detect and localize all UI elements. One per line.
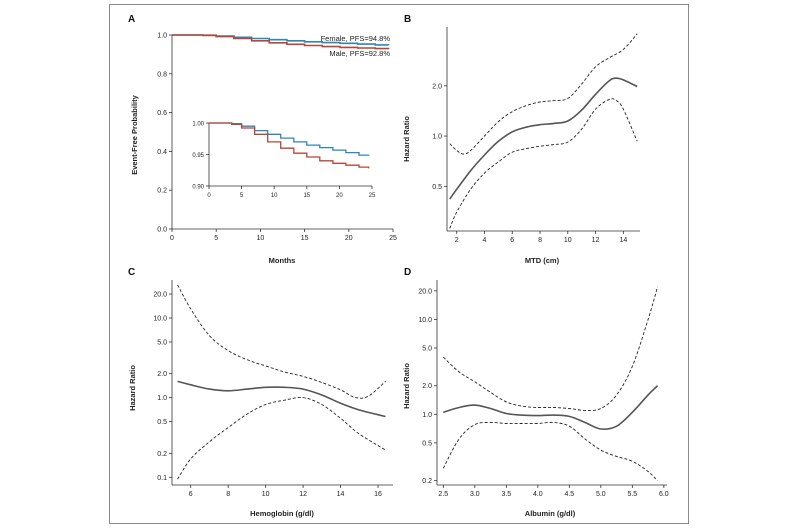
panel-d-ci-lower-curve [442,421,658,482]
panel-d-ylabel: Hazard Ratio [402,363,411,409]
panel-a-x-tick-label: 25 [389,235,397,242]
panel-a-x-tick-label: 5 [214,235,218,242]
inset-y-tick-label: 1.00 [192,122,204,128]
inset-female-line [209,122,370,156]
panel-d-ci-upper-curve [442,286,658,411]
panel-c-ci-lower-curve [177,397,386,480]
panel-c-y-tick-label: 0.1 [157,475,167,482]
panel-a-km-curve: Months Event-Free Probability Female, PF… [130,33,397,266]
panel-letter-d: D [404,267,411,278]
panel-letter-a: A [128,14,135,25]
panel-a-x-tick-label: 15 [301,235,309,242]
panel-c-y-tick-label: 2.0 [157,371,167,378]
panel-a-inset: 0 5 10 15 20 25 0.90 0.95 1.00 [192,122,376,200]
panel-b-x-tick-label: 6 [510,237,514,244]
inset-x-tick-label: 5 [240,193,244,199]
panel-b-x-tick-label: 4 [483,237,487,244]
panel-letter-c: C [128,267,135,278]
panel-d-y-tick-label: 10.0 [418,317,432,324]
panel-a-y-tick-label: 0.8 [157,71,167,78]
panel-c-x-tick-label: 12 [299,491,307,498]
figure-frame: A B C D Months Event-Free Probability Fe… [109,4,689,524]
panel-a-ylabel: Event-Free Probability [130,94,139,174]
panel-c-x-tick-label: 8 [226,491,230,498]
male-km-line [172,34,390,50]
panel-b-x-tick-label: 12 [592,237,600,244]
panel-d-estimate-curve [443,385,659,431]
panel-b-mtd-spline: MTD (cm) Hazard Ratio 2 4 6 8 10 12 14 0.5 1.0 2.… [402,27,640,265]
panel-c-hemoglobin-spline: Hemoglobin (g/dl) Hazard Ratio 6 8 10 12 14 1… [128,280,393,518]
panel-b-x-tick-label: 10 [564,237,572,244]
panel-a-x-tick-label: 10 [257,235,265,242]
panel-b-x-tick-label: 2 [455,237,459,244]
panel-c-x-tick-label: 6 [189,491,193,498]
panel-c-y-tick-label: 0.5 [157,419,167,426]
panel-a-x-tick-label: 20 [345,235,353,242]
panel-b-ci-upper-curve [449,33,638,155]
panel-d-y-tick-label: 1.0 [422,412,432,419]
legend-male: Male, PFS=92.8% [329,49,390,58]
panel-d-y-tick-label: 0.2 [422,478,432,485]
panel-a-xlabel: Months [269,256,296,265]
panel-b-xlabel: MTD (cm) [525,256,560,265]
panel-c-y-tick-label: 20.0 [153,292,167,299]
panel-d-y-tick-label: 20.0 [418,288,432,295]
panel-a-x-tick-label: 0 [170,235,174,242]
inset-y-tick-label: 0.90 [192,185,204,191]
panel-a-y-tick-label: 0.6 [157,110,167,117]
figure-canvas: A B C D Months Event-Free Probability Fe… [128,14,669,518]
panel-b-x-tick-label: 8 [538,237,542,244]
panel-d-x-tick-label: 3.5 [501,491,511,498]
panel-d-albumin-spline: Albumin (g/dl) Hazard Ratio 2.5 3.0 3.5 4.0… [402,280,669,518]
panel-b-y-tick-label: 0.5 [432,184,442,191]
panel-d-x-tick-label: 3.0 [470,491,480,498]
panel-d-x-tick-label: 5.0 [596,491,606,498]
panel-letter-b: B [404,14,411,25]
panel-d-y-tick-label: 2.0 [422,383,432,390]
inset-x-tick-label: 10 [271,193,278,199]
panel-d-x-tick-label: 6.0 [659,491,669,498]
panel-d-x-tick-label: 2.5 [438,491,448,498]
inset-x-tick-label: 0 [207,193,211,199]
panel-c-ci-upper-curve [177,284,386,399]
inset-male-line [209,122,370,169]
panel-c-y-tick-label: 0.2 [157,451,167,458]
panel-b-x-tick-label: 14 [619,237,627,244]
panel-d-x-tick-label: 4.5 [564,491,574,498]
panel-a-y-tick-label: 0.2 [157,188,167,195]
panel-c-y-tick-label: 5.0 [157,339,167,346]
panel-c-ylabel: Hazard Ratio [128,365,137,411]
panel-c-x-tick-label: 14 [337,491,345,498]
panel-b-estimate-curve [449,77,638,200]
panel-a-y-tick-label: 0.0 [157,227,167,234]
panel-c-xlabel: Hemoglobin (g/dl) [250,509,314,518]
panel-a-y-tick-label: 1.0 [157,33,167,40]
panel-d-x-tick-label: 5.5 [627,491,637,498]
panel-a-y-tick-label: 0.4 [157,149,167,156]
panel-b-y-tick-label: 1.0 [432,134,442,141]
panel-d-y-tick-label: 5.0 [422,345,432,352]
inset-x-tick-label: 20 [336,193,343,199]
panel-c-x-tick-label: 16 [374,491,382,498]
panel-b-ci-lower-curve [449,98,638,229]
panel-d-x-tick-label: 4.0 [533,491,543,498]
panel-c-y-tick-label: 10.0 [153,315,167,322]
panel-d-xlabel: Albumin (g/dl) [525,509,576,518]
panel-c-x-tick-label: 10 [262,491,270,498]
inset-x-tick-label: 15 [303,193,310,199]
inset-y-tick-label: 0.95 [192,153,204,159]
panel-b-ylabel: Hazard Ratio [402,116,411,162]
panel-d-y-tick-label: 0.5 [422,440,432,447]
inset-x-tick-label: 25 [369,193,376,199]
panel-c-y-tick-label: 1.0 [157,395,167,402]
panel-b-y-tick-label: 2.0 [432,83,442,90]
panel-c-estimate-curve [177,380,386,418]
legend-female: Female, PFS=94.8% [321,34,391,43]
